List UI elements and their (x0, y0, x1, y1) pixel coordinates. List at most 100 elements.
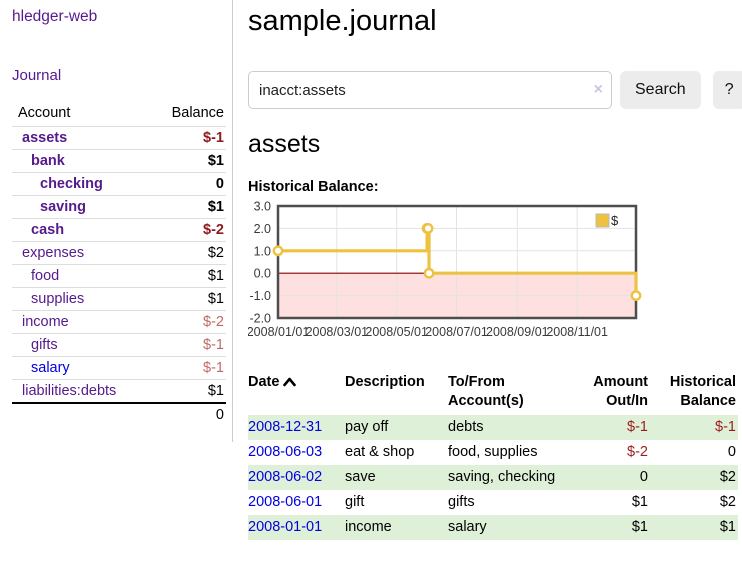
svg-text:2008/09/01: 2008/09/01 (486, 325, 549, 339)
account-link[interactable]: food (31, 268, 60, 284)
account-row: liabilities:debts $1 (12, 379, 226, 403)
account-link[interactable]: bank (31, 153, 65, 169)
transaction-balance: $-1 (650, 415, 738, 440)
register-header-historical: Historical Balance (669, 374, 736, 409)
account-link[interactable]: salary (31, 360, 70, 376)
account-link[interactable]: liabilities:debts (22, 383, 117, 399)
transaction-row: 2008-06-01 gift gifts $1 $2 (248, 490, 738, 515)
register-header-tofrom: To/From Account(s) (448, 374, 524, 409)
app-title-link[interactable]: hledger-web (12, 8, 98, 25)
account-link[interactable]: expenses (22, 245, 85, 261)
account-row: assets $-1 (12, 126, 226, 150)
svg-text:2008/01/01: 2008/01/01 (248, 325, 309, 339)
transaction-description: eat & shop (345, 444, 415, 460)
register-table: Date Description To/From Account(s) Amou… (248, 371, 738, 540)
transaction-date-link[interactable]: 2008-01-01 (248, 519, 323, 535)
accounts-header-account: Account (18, 105, 71, 121)
transaction-accounts: saving, checking (448, 465, 580, 490)
search-bar: × Search ? (248, 71, 742, 109)
transaction-row: 2008-12-31 pay off debts $-1 $-1 (248, 415, 738, 440)
transaction-balance: 0 (727, 444, 736, 460)
transaction-accounts: food, supplies (448, 444, 538, 460)
transaction-description: pay off (345, 415, 448, 440)
account-row: salary $-1 (12, 356, 226, 380)
transaction-amount: $1 (580, 515, 650, 540)
transaction-amount: $-2 (627, 444, 648, 460)
account-balance: $1 (147, 149, 226, 173)
account-balance: 0 (147, 172, 226, 196)
sort-ascending-icon (283, 374, 297, 393)
help-button[interactable]: ? (712, 71, 742, 109)
transaction-balance: $1 (650, 515, 738, 540)
account-row: supplies $1 (12, 287, 226, 311)
transaction-amount: $1 (631, 494, 648, 510)
transaction-description: income (345, 515, 448, 540)
transaction-date-link[interactable]: 2008-06-01 (248, 494, 323, 510)
transaction-date-link[interactable]: 2008-06-02 (248, 469, 323, 485)
account-row: bank $1 (12, 149, 226, 173)
transaction-description: gift (345, 494, 365, 510)
account-link[interactable]: checking (40, 176, 103, 192)
accounts-total-row: 0 (12, 402, 226, 426)
main-content: sample.journal × Search ? assets Histori… (247, 0, 742, 540)
account-row: income $-2 (12, 310, 226, 334)
account-balance: $1 (147, 264, 226, 288)
transaction-accounts: gifts (448, 494, 475, 510)
transaction-row: 2008-06-03 eat & shop food, supplies $-2… (248, 440, 738, 465)
account-link[interactable]: assets (22, 130, 68, 146)
transaction-description: save (345, 465, 448, 490)
transaction-accounts: debts (448, 415, 580, 440)
clear-search-icon[interactable]: × (593, 81, 603, 98)
accounts-total-balance: 0 (147, 402, 226, 426)
svg-text:3.0: 3.0 (254, 201, 271, 214)
account-balance: $-1 (147, 356, 226, 380)
sidebar-divider (232, 0, 233, 442)
svg-text:1.0: 1.0 (254, 244, 271, 258)
account-link[interactable]: saving (40, 199, 86, 215)
account-row: checking 0 (12, 172, 226, 196)
search-input[interactable] (248, 71, 612, 109)
account-balance: $1 (147, 195, 226, 219)
account-link[interactable]: gifts (31, 337, 58, 353)
transaction-amount: 0 (580, 465, 650, 490)
account-balance: $1 (147, 379, 226, 403)
account-row: expenses $2 (12, 241, 226, 265)
account-row: food $1 (12, 264, 226, 288)
account-row: cash $-2 (12, 218, 226, 242)
account-link[interactable]: income (22, 314, 69, 330)
account-balance: $-1 (147, 126, 226, 150)
page-title: sample.journal (248, 5, 437, 37)
sidebar-item-journal[interactable]: Journal (12, 67, 62, 84)
accounts-header-balance: Balance (171, 105, 224, 121)
svg-text:2.0: 2.0 (254, 222, 271, 236)
historical-balance-chart: $3.0 2.0 1.0 0.0 -1.0 -2.0 2008/01/01 2008/03/0… (247, 200, 740, 358)
svg-text:-1.0: -1.0 (249, 289, 271, 303)
chart-title: Historical Balance: (248, 179, 379, 195)
svg-text:-2.0: -2.0 (249, 312, 271, 326)
svg-text:2008/07/01: 2008/07/01 (425, 325, 488, 339)
account-balance: $-2 (147, 218, 226, 242)
account-row: gifts $-1 (12, 333, 226, 357)
sidebar: hledger-web Journal Account Balance asse… (0, 0, 232, 426)
transaction-row: 2008-06-02 save saving, checking 0 $2 (248, 465, 738, 490)
account-balance: $-1 (147, 333, 226, 357)
svg-text:$: $ (611, 213, 619, 228)
svg-text:0.0: 0.0 (254, 267, 271, 281)
account-balance: $1 (147, 287, 226, 311)
transaction-date-link[interactable]: 2008-12-31 (248, 419, 323, 435)
transaction-balance: $2 (719, 494, 736, 510)
svg-text:2008/03/01: 2008/03/01 (306, 325, 369, 339)
account-link[interactable]: cash (31, 222, 65, 238)
transaction-accounts: salary (448, 515, 580, 540)
svg-text:2008/05/01: 2008/05/01 (365, 325, 428, 339)
transaction-balance: $2 (650, 465, 738, 490)
search-button[interactable]: Search (620, 71, 701, 109)
transaction-date-link[interactable]: 2008-06-03 (248, 444, 323, 460)
account-balance: $2 (147, 241, 226, 265)
account-row: saving $1 (12, 195, 226, 219)
register-header-date[interactable]: Date (248, 371, 345, 415)
account-link[interactable]: supplies (31, 291, 85, 307)
accounts-table: Account Balance assets $-1 bank $1 check… (12, 102, 226, 426)
account-balance: $-2 (147, 310, 226, 334)
register-header-amount: Amount Out/In (593, 374, 648, 409)
